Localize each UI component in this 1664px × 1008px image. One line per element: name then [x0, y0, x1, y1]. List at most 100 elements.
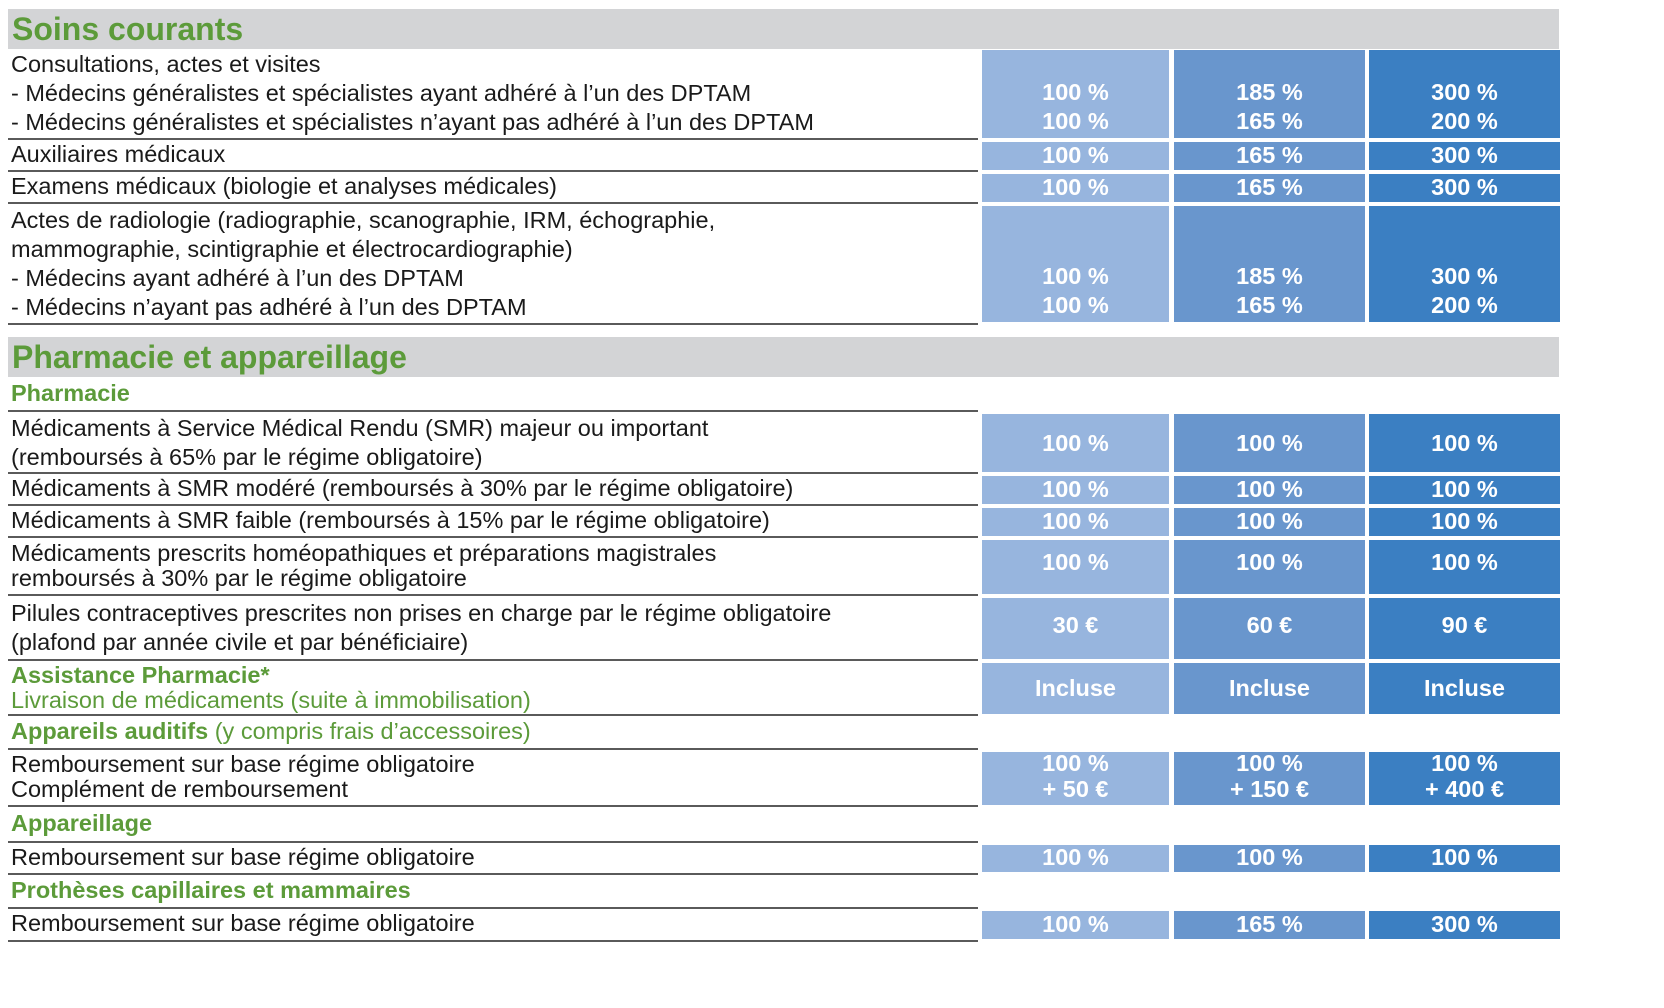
row-smr-modere: Médicaments à SMR modéré (remboursés à 3… [8, 474, 978, 506]
row-pilules: Pilules contraceptives prescrites non pr… [8, 596, 978, 661]
row-radiologie-values: 100 % 100 % 185 % 165 % 300 % 200 % [982, 206, 1560, 322]
value: Incluse [1229, 675, 1310, 701]
value-cell-level-2: 100 % + 150 € [1174, 750, 1365, 805]
row-label: Médicaments à SMR faible (remboursés à 1… [11, 507, 770, 533]
value: 30 € [1052, 612, 1099, 638]
value-cell-level-3: 100 % [1369, 476, 1560, 504]
row-protheses-values: 100 % 165 % 300 % [982, 911, 1560, 939]
section-title-pharmacie: Pharmacie et appareillage [8, 337, 1559, 377]
value: 100 % [1042, 174, 1109, 200]
value-cell-level-1: 100 % [982, 174, 1169, 202]
row-homeopathie-values: 100 % 100 % 100 % [982, 540, 1560, 594]
value: 100 % [1236, 430, 1303, 456]
value-cell-level-3: 300 % 200 % [1369, 50, 1560, 138]
row-label: Actes de radiologie (radiographie, scano… [11, 206, 715, 322]
value: 100 % [1236, 508, 1303, 534]
row-smr-majeur-values: 100 % 100 % 100 % [982, 414, 1560, 472]
row-consultations: Consultations, actes et visites - Médeci… [8, 50, 978, 140]
label-line: Médicaments à Service Médical Rendu (SMR… [11, 415, 709, 441]
value-cell-level-1: Incluse [982, 663, 1169, 714]
label-line: - Médecins généralistes et spécialistes … [11, 80, 752, 106]
value: 90 € [1441, 612, 1488, 638]
section-title-soins-courants: Soins courants [8, 9, 1559, 49]
value-cell-level-2: 60 € [1174, 598, 1365, 659]
row-label: Remboursement sur base régime obligatoir… [11, 844, 475, 870]
row-appareillage: Remboursement sur base régime obligatoir… [8, 843, 978, 875]
row-assistance-pharmacie: Assistance Pharmacie* Livraison de médic… [8, 661, 978, 716]
value: 165 % [1236, 174, 1303, 200]
row-label: Pilules contraceptives prescrites non pr… [11, 599, 831, 657]
row-auditifs-values: 100 % + 50 € 100 % + 150 € 100 % + 400 € [982, 750, 1560, 805]
value: 100 % [1042, 142, 1109, 168]
subheading-appareillage: Appareillage [8, 807, 978, 843]
value-cell-level-1: 100 % [982, 476, 1169, 504]
row-appareils-auditifs: Remboursement sur base régime obligatoir… [8, 750, 978, 807]
value-cell-level-2: 165 % [1174, 142, 1365, 170]
row-label: Médicaments à Service Médical Rendu (SMR… [11, 414, 708, 472]
value: Incluse [1424, 675, 1505, 701]
value: 100 % [1042, 430, 1109, 456]
value: 100 % [1042, 292, 1109, 318]
value-cell-level-2: 185 % 165 % [1174, 206, 1365, 322]
value-cell-level-2: 100 % [1174, 844, 1365, 872]
label-line: Pilules contraceptives prescrites non pr… [11, 600, 832, 626]
value-cell-level-1: 100 % + 50 € [982, 750, 1169, 805]
value: 165 % [1236, 292, 1303, 318]
row-label: Remboursement sur base régime obligatoir… [11, 910, 475, 936]
value: 100 % [1431, 476, 1498, 502]
value: 100 % [1042, 508, 1109, 534]
value: Incluse [1035, 675, 1116, 701]
value-cell-level-3: 300 % 200 % [1369, 206, 1560, 322]
value: 300 % [1431, 79, 1498, 105]
subheading-bold: Appareils auditifs [11, 718, 209, 744]
value: 300 % [1431, 174, 1498, 200]
value: 100 % [1431, 750, 1498, 776]
row-consultations-values: 100 % 100 % 185 % 165 % 300 % 200 % [982, 50, 1560, 138]
value: + 150 € [1229, 776, 1310, 802]
value: 100 % [1042, 79, 1109, 105]
subheading-label: Appareils auditifs (y compris frais d’ac… [11, 717, 531, 746]
row-label: Médicaments à SMR modéré (remboursés à 3… [11, 475, 794, 501]
value-cell-level-1: 100 % [982, 508, 1169, 536]
value-cell-level-1: 100 % [982, 844, 1169, 872]
value: 165 % [1236, 911, 1303, 937]
value-cell-level-2: Incluse [1174, 663, 1365, 714]
row-label: Auxiliaires médicaux [11, 141, 226, 167]
value: 100 % [1236, 476, 1303, 502]
subheading-label: Appareillage [11, 810, 153, 836]
value-cell-level-3: 300 % [1369, 142, 1560, 170]
value-cell-level-1: 100 % [982, 540, 1169, 594]
label-line: Médicaments prescrits homéopathiques et … [11, 540, 717, 566]
row-homeopathie: Médicaments prescrits homéopathiques et … [8, 538, 978, 596]
value: 100 % [1431, 549, 1498, 575]
value-cell-level-2: 165 % [1174, 174, 1365, 202]
value-cell-level-3: 100 % [1369, 414, 1560, 472]
value-cell-level-3: 100 % + 400 € [1369, 750, 1560, 805]
value-cell-level-2: 100 % [1174, 476, 1365, 504]
label-line: Assistance Pharmacie* [11, 662, 270, 688]
value: 165 % [1236, 142, 1303, 168]
value-cell-level-3: 300 % [1369, 911, 1560, 939]
row-smr-faible-values: 100 % 100 % 100 % [982, 508, 1560, 536]
row-radiologie: Actes de radiologie (radiographie, scano… [8, 204, 978, 325]
value-cell-level-1: 100 % 100 % [982, 206, 1169, 322]
label-line: (remboursés à 65% par le régime obligato… [11, 444, 483, 470]
subheading-pharmacie: Pharmacie [8, 378, 978, 412]
value: 100 % [1236, 844, 1303, 870]
value-cell-level-3: 90 € [1369, 598, 1560, 659]
row-pilules-values: 30 € 60 € 90 € [982, 598, 1560, 659]
subheading-detail: (y compris frais d’accessoires) [208, 718, 531, 744]
label-line: - Médecins n’ayant pas adhéré à l’un des… [11, 294, 527, 320]
row-label: Médicaments prescrits homéopathiques et … [11, 541, 716, 591]
label-line: Complément de remboursement [11, 776, 348, 802]
value: 100 % [1431, 508, 1498, 534]
row-label: Assistance Pharmacie* Livraison de médic… [11, 663, 531, 713]
label-line: remboursés à 30% par le régime obligatoi… [11, 565, 467, 591]
row-auxiliaires-values: 100 % 165 % 300 % [982, 142, 1560, 170]
value: 100 % [1042, 750, 1109, 776]
row-smr-faible: Médicaments à SMR faible (remboursés à 1… [8, 506, 978, 538]
value-cell-level-2: 100 % [1174, 414, 1365, 472]
value: 100 % [1042, 108, 1109, 134]
value: 300 % [1431, 263, 1498, 289]
